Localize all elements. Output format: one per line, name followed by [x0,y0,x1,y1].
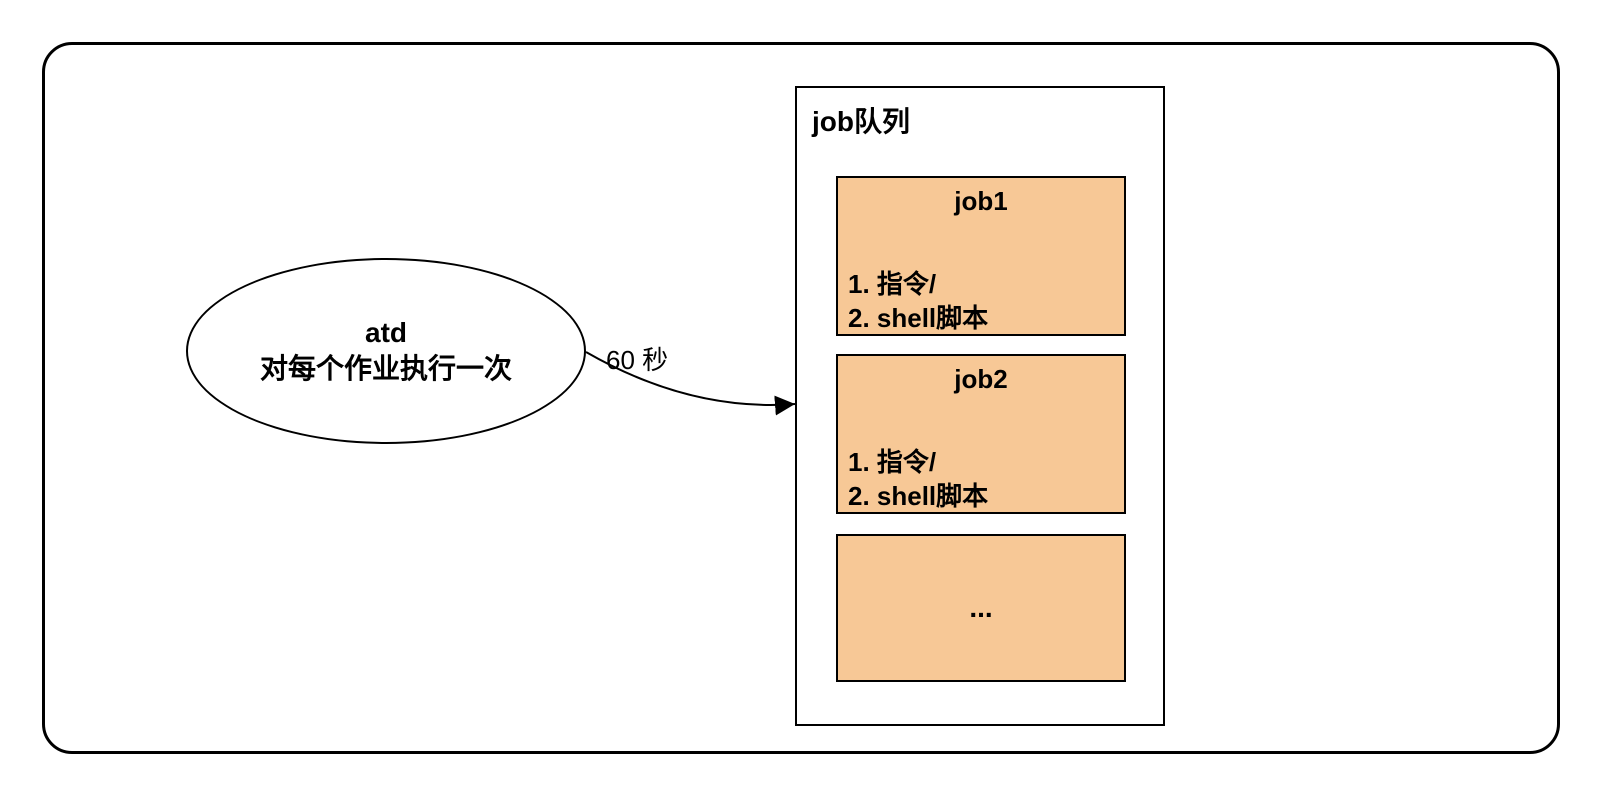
arrow-label: 60 秒 [606,340,668,377]
ellipsis-box: ... [836,534,1126,682]
job2-title: job2 [838,364,1124,395]
ellipsis-text: ... [969,592,992,624]
job1-title: job1 [838,186,1124,217]
job-box-2: job2 1. 指令/ 2. shell脚本 [836,354,1126,514]
job2-line1: 1. 指令/ [848,442,936,479]
queue-title: job队列 [812,100,910,140]
job1-line2: 2. shell脚本 [848,298,988,335]
job-box-1: job1 1. 指令/ 2. shell脚本 [836,176,1126,336]
job1-line1: 1. 指令/ [848,264,936,301]
job2-line2: 2. shell脚本 [848,476,988,513]
